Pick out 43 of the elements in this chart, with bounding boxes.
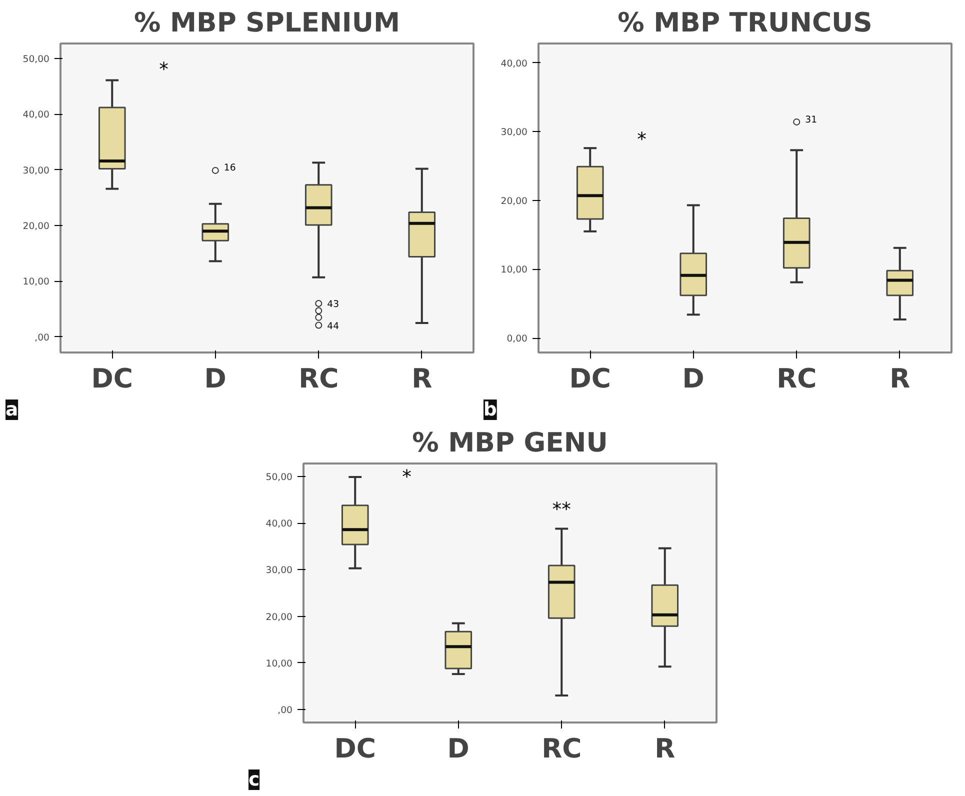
- y-tick-label: 50,00: [22, 54, 50, 66]
- x-tick-label: RC: [298, 364, 339, 394]
- x-tick-label: D: [682, 364, 704, 394]
- annotation: 44: [327, 320, 340, 332]
- chart-title: % MBP SPLENIUM: [134, 8, 400, 38]
- x-tick-label: R: [412, 364, 432, 394]
- annotation: 43: [327, 298, 340, 310]
- x-tick-label: DC: [334, 734, 376, 764]
- y-tick-label: 40,00: [22, 110, 50, 121]
- x-tick-label: D: [204, 364, 226, 394]
- text: a: [6, 400, 18, 420]
- y-tick-label: 30,00: [22, 165, 50, 176]
- x-tick-label: DC: [569, 364, 611, 394]
- y-tick-label: 20,00: [22, 221, 50, 232]
- x-tick-label: DC: [91, 364, 133, 394]
- text: c: [248, 770, 260, 790]
- y-tick-label: 10,00: [266, 658, 293, 670]
- annotation: 31: [805, 114, 818, 126]
- x-tick-label: D: [447, 734, 470, 764]
- x-tick-label: R: [654, 734, 676, 764]
- y-tick-label: 50,00: [266, 472, 293, 484]
- annotation: *: [402, 467, 412, 488]
- y-tick-label: 30,00: [266, 565, 293, 576]
- annotation: **: [552, 500, 571, 521]
- y-tick-label: 10,00: [500, 264, 528, 276]
- x-tick-label: RC: [776, 364, 817, 394]
- annotation: *: [159, 59, 168, 80]
- chart-title: % MBP TRUNCUS: [618, 8, 872, 38]
- y-tick-label: 30,00: [500, 127, 528, 138]
- y-tick-label: 0,00: [506, 334, 528, 345]
- annotation: 16: [224, 162, 236, 174]
- chart-title: % MBP GENU: [412, 428, 608, 458]
- y-tick-label: 20,00: [500, 196, 528, 207]
- y-tick-label: 40,00: [500, 58, 528, 70]
- y-tick-label: 40,00: [266, 518, 293, 530]
- annotation: *: [637, 129, 646, 150]
- y-tick-label: ,00: [34, 332, 50, 344]
- y-tick-label: ,00: [278, 704, 293, 716]
- text: b: [484, 400, 497, 420]
- y-tick-label: 20,00: [266, 612, 293, 623]
- y-tick-label: 10,00: [22, 276, 50, 288]
- x-tick-label: R: [890, 364, 910, 394]
- x-tick-label: RC: [542, 734, 582, 764]
